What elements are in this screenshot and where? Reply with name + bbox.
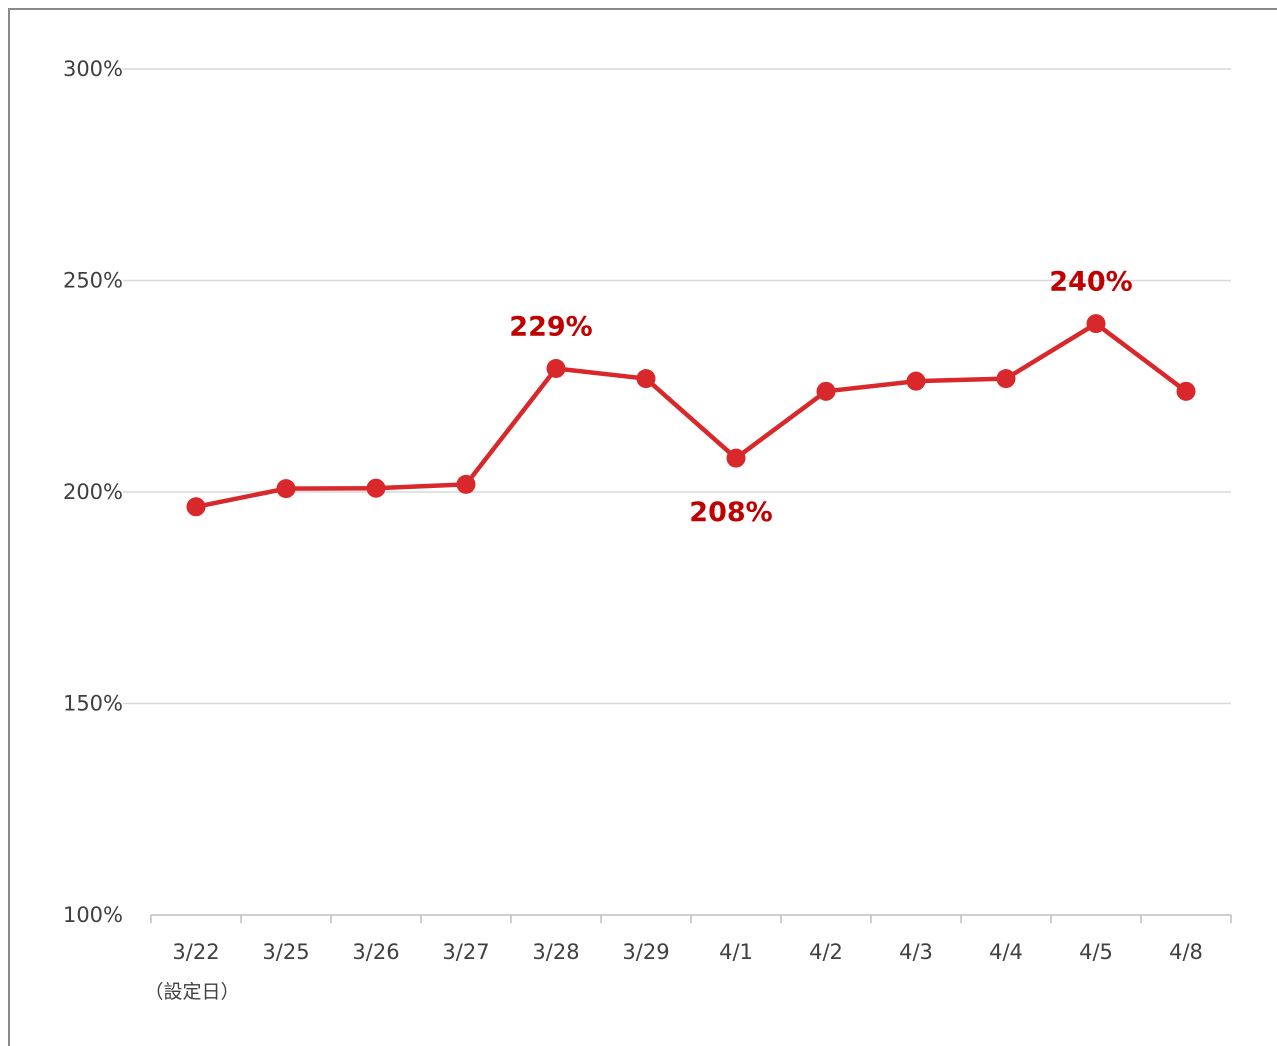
data-label: 208% xyxy=(689,497,772,528)
x-tick-label: 3/29 xyxy=(622,940,669,964)
data-point xyxy=(636,369,656,389)
series-line xyxy=(193,321,1189,510)
data-point xyxy=(366,478,386,498)
y-tick-label: 250% xyxy=(63,269,123,293)
data-point xyxy=(546,358,566,378)
x-tick-label: 3/25 xyxy=(262,940,309,964)
y-tick-label: 100% xyxy=(63,903,123,927)
y-tick-label: 150% xyxy=(63,692,123,716)
labels: 229% 208% 240% xyxy=(509,267,1132,529)
data-point xyxy=(816,381,836,401)
data-point xyxy=(1086,314,1106,334)
data-point xyxy=(726,448,746,468)
x-tick-label: 3/22 xyxy=(172,940,219,964)
y-tick-label: 200% xyxy=(63,480,123,504)
axes: 100% 150% 200% 250% 300% 3/22 （設定日） 3/25 3/26 3/2… xyxy=(63,57,1232,1003)
data-label: 240% xyxy=(1049,267,1132,298)
data-point xyxy=(1176,381,1196,401)
data-point xyxy=(456,474,476,494)
x-tick-label: 4/8 xyxy=(1169,940,1203,964)
x-tick-label: 4/4 xyxy=(989,940,1023,964)
x-tick-label: 4/1 xyxy=(719,940,753,964)
y-tick-label: 300% xyxy=(63,57,123,81)
x-tick-sublabel: （設定日） xyxy=(144,981,239,1003)
gridlines xyxy=(123,68,1231,705)
data-point xyxy=(906,371,926,391)
chart-frame xyxy=(8,8,1277,1046)
x-tick-label: 4/3 xyxy=(899,940,933,964)
x-tick-label: 4/5 xyxy=(1079,940,1113,964)
x-tick-label: 4/2 xyxy=(809,940,843,964)
series xyxy=(186,314,1196,517)
x-tick-label: 3/28 xyxy=(532,940,579,964)
data-label: 229% xyxy=(509,311,592,342)
data-point xyxy=(276,479,296,499)
x-tick-label: 3/27 xyxy=(442,940,489,964)
data-point xyxy=(996,369,1016,389)
data-point xyxy=(186,497,206,517)
x-tick-label: 3/26 xyxy=(352,940,399,964)
